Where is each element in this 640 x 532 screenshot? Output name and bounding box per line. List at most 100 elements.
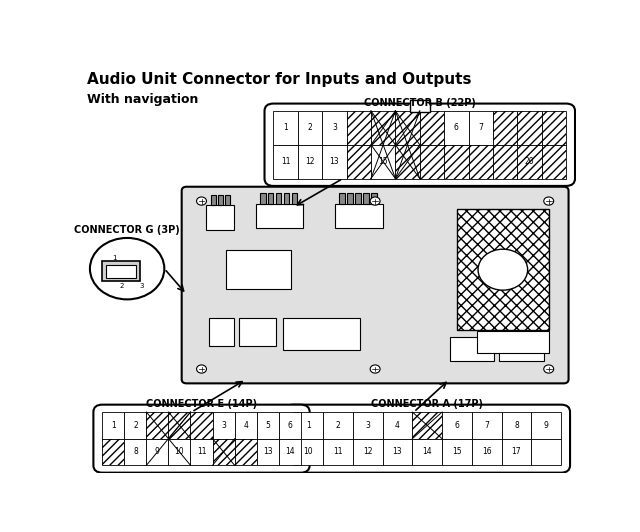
Bar (339, 193, 345, 204)
Circle shape (196, 365, 207, 373)
Bar (541, 111, 566, 145)
Bar (256, 204, 303, 228)
Bar (257, 439, 278, 466)
Text: 6: 6 (454, 123, 459, 132)
Bar (102, 439, 124, 466)
Bar (191, 412, 212, 439)
Bar (353, 439, 383, 466)
Bar (212, 412, 235, 439)
Bar (260, 193, 266, 204)
Bar (235, 412, 257, 439)
Bar (396, 111, 420, 145)
Bar (531, 439, 561, 466)
Text: With navigation: With navigation (88, 93, 199, 105)
Circle shape (544, 365, 554, 373)
Bar (211, 195, 216, 205)
Bar (212, 439, 235, 466)
Bar (227, 250, 291, 289)
Circle shape (90, 238, 164, 300)
Text: 15: 15 (378, 157, 388, 166)
Bar (493, 111, 517, 145)
Bar (531, 412, 561, 439)
Text: 11: 11 (281, 157, 291, 166)
Bar (412, 439, 442, 466)
Text: 9: 9 (544, 421, 548, 430)
Text: 3: 3 (365, 421, 370, 430)
FancyBboxPatch shape (264, 104, 575, 186)
Bar (218, 195, 223, 205)
Text: 17: 17 (511, 447, 522, 456)
Text: 20: 20 (525, 157, 534, 166)
Text: 12: 12 (305, 157, 315, 166)
Bar (284, 318, 360, 350)
Bar (371, 193, 376, 204)
Bar (442, 439, 472, 466)
Bar (347, 145, 371, 179)
Bar (207, 205, 234, 230)
Circle shape (370, 197, 380, 205)
Bar (396, 111, 420, 145)
Bar (276, 193, 282, 204)
Bar (225, 195, 230, 205)
Text: 8: 8 (133, 447, 138, 456)
Text: 6: 6 (454, 421, 460, 430)
FancyBboxPatch shape (93, 405, 310, 472)
Bar (420, 145, 444, 179)
Bar (102, 412, 124, 439)
Bar (420, 111, 444, 145)
Text: 4: 4 (243, 421, 248, 430)
Bar (541, 145, 566, 179)
Bar (396, 145, 420, 179)
Bar (541, 111, 566, 145)
Bar (348, 193, 353, 204)
Bar (293, 412, 323, 439)
Circle shape (370, 365, 380, 373)
Bar (420, 111, 444, 145)
Text: 11: 11 (196, 447, 206, 456)
Text: 1: 1 (284, 123, 288, 132)
Bar (322, 111, 347, 145)
Bar (502, 412, 531, 439)
Text: 3: 3 (140, 282, 144, 288)
Bar (293, 439, 323, 466)
Bar (412, 412, 442, 439)
Text: 8: 8 (514, 421, 519, 430)
Bar (124, 439, 147, 466)
Bar (493, 145, 517, 179)
Bar (493, 145, 517, 179)
Bar (420, 145, 444, 179)
Bar (371, 145, 396, 179)
Text: 5: 5 (265, 421, 270, 430)
Bar (353, 412, 383, 439)
Text: 10: 10 (303, 447, 313, 456)
Bar (235, 439, 257, 466)
Text: 6: 6 (287, 421, 292, 430)
Bar (396, 145, 420, 179)
Bar (468, 145, 493, 179)
Bar (335, 204, 383, 228)
Text: 13: 13 (392, 447, 403, 456)
Text: 4: 4 (395, 421, 400, 430)
Text: 2: 2 (120, 282, 124, 288)
Text: 2: 2 (133, 421, 138, 430)
Bar (541, 145, 566, 179)
Bar (442, 412, 472, 439)
Bar (371, 111, 396, 145)
Bar (449, 337, 494, 361)
Bar (257, 412, 278, 439)
Text: 3: 3 (332, 123, 337, 132)
Text: 14: 14 (285, 447, 294, 456)
Circle shape (544, 197, 554, 205)
Bar (268, 193, 273, 204)
Bar (106, 264, 136, 278)
Bar (499, 337, 544, 361)
Text: 7: 7 (484, 421, 489, 430)
Bar (383, 439, 412, 466)
FancyBboxPatch shape (284, 405, 570, 472)
Bar (517, 111, 541, 145)
Bar (284, 193, 289, 204)
Bar (278, 439, 301, 466)
Bar (298, 111, 322, 145)
Text: 3: 3 (221, 421, 226, 430)
Bar (273, 145, 298, 179)
